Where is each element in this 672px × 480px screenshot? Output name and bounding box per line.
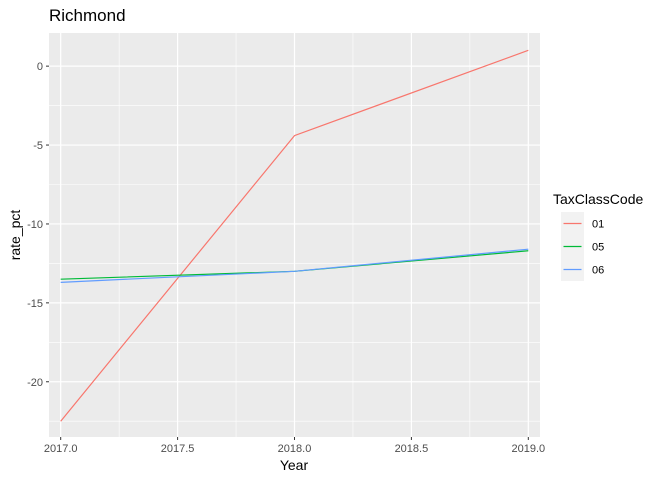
x-tick-label: 2018.5 bbox=[395, 443, 429, 455]
legend: TaxClassCode 01 05 06 bbox=[553, 191, 643, 281]
major-gridlines bbox=[49, 33, 540, 437]
x-axis: 2017.0 2017.5 2018.0 2018.5 2019.0 bbox=[44, 437, 545, 455]
x-tick-label: 2017.5 bbox=[161, 443, 195, 455]
y-tick-label: -5 bbox=[33, 140, 43, 152]
legend-label-01: 01 bbox=[592, 219, 604, 231]
x-tick-label: 2017.0 bbox=[44, 443, 78, 455]
y-axis: 0 -5 -10 -15 -20 bbox=[27, 61, 49, 389]
x-tick-label: 2018.0 bbox=[278, 443, 312, 455]
legend-title: TaxClassCode bbox=[553, 191, 643, 207]
x-tick-label: 2019.0 bbox=[511, 443, 545, 455]
legend-label-05: 05 bbox=[592, 242, 604, 254]
y-tick-label: -20 bbox=[27, 377, 43, 389]
y-axis-title: rate_pct bbox=[7, 210, 23, 261]
y-tick-label: -15 bbox=[27, 298, 43, 310]
series-line-01 bbox=[60, 49, 529, 422]
series-lines bbox=[60, 49, 529, 422]
series-line-06 bbox=[60, 248, 529, 283]
chart-title: Richmond bbox=[49, 6, 126, 25]
y-tick-label: -10 bbox=[27, 219, 43, 231]
x-axis-title: Year bbox=[280, 457, 309, 473]
y-tick-label: 0 bbox=[37, 61, 43, 73]
legend-label-06: 06 bbox=[592, 265, 604, 277]
